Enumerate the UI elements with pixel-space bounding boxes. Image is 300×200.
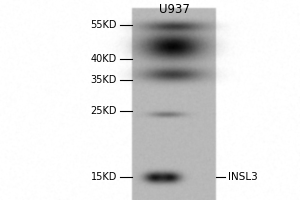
Text: 55KD: 55KD xyxy=(91,20,117,30)
Text: 35KD: 35KD xyxy=(91,75,117,85)
Text: 25KD: 25KD xyxy=(91,106,117,116)
Text: 15KD: 15KD xyxy=(91,172,117,182)
Text: INSL3: INSL3 xyxy=(228,172,258,182)
Text: U937: U937 xyxy=(159,3,189,16)
Text: 40KD: 40KD xyxy=(91,54,117,64)
